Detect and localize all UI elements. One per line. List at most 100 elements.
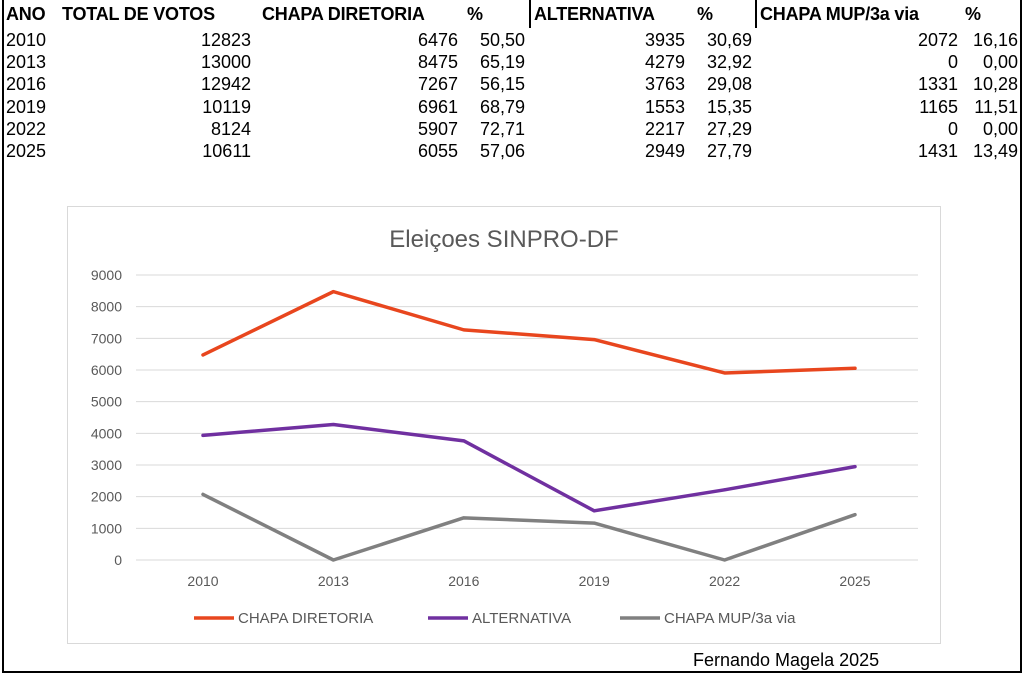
cell-mup-votes: 1331: [917, 74, 958, 95]
cell-mup-votes: 1431: [917, 141, 958, 161]
cell-total-votes: 12942: [200, 74, 251, 95]
cell-year: 2016: [6, 74, 47, 95]
cell-alternativa-pct: 32,92: [706, 52, 752, 73]
cell-mup-pct: 10,28: [972, 74, 1018, 95]
y-tick-label: 4000: [91, 425, 122, 441]
data-point: [331, 558, 335, 562]
data-point: [723, 558, 727, 562]
cell-year: 2010: [6, 30, 47, 50]
line-chart: Eleiçoes SINPRO-DF 0 1000 2000 3000 4000 5000 6…: [91, 226, 918, 627]
data-point: [462, 439, 466, 443]
column-divider: [755, 0, 757, 28]
data-point: [723, 488, 727, 492]
x-tick-label: 2016: [448, 573, 479, 589]
x-tick-label: 2010: [187, 573, 218, 589]
cell-total-votes: 12823: [200, 30, 251, 50]
x-tick-label: 2019: [579, 573, 610, 589]
data-point: [592, 338, 596, 342]
cell-total-votes: 10119: [202, 96, 251, 117]
header-pct: %: [697, 4, 713, 24]
cell-alternativa-votes: 3763: [644, 74, 685, 95]
cell-alternativa-votes: 1553: [644, 96, 685, 117]
cell-diretoria-pct: 65,19: [479, 52, 525, 73]
data-point: [723, 371, 727, 375]
data-point: [592, 521, 596, 525]
cell-mup-pct: 0,00: [982, 52, 1018, 73]
cell-diretoria-votes: 8475: [417, 52, 458, 73]
series-line-alternativa: [201, 422, 857, 513]
y-tick-label: 3000: [91, 457, 122, 473]
x-tick-label: 2013: [318, 573, 349, 589]
series-line-chapa-mup-3a-via: [201, 492, 857, 562]
legend-label: ALTERNATIVA: [472, 610, 571, 627]
cell-year: 2019: [6, 96, 47, 117]
cell-mup-pct: 11,51: [974, 96, 1018, 117]
legend-label: CHAPA MUP/3a via: [664, 610, 796, 627]
data-point: [331, 290, 335, 294]
cell-total-votes: 8124: [210, 118, 251, 139]
y-tick-label: 0: [114, 552, 122, 568]
cell-mup-votes: 1165: [919, 96, 958, 117]
y-tick-label: 5000: [91, 394, 122, 410]
cell-diretoria-votes: 6055: [417, 141, 458, 161]
cell-diretoria-votes: 6476: [417, 30, 458, 50]
cell-diretoria-pct: 72,71: [479, 118, 525, 139]
cell-mup-votes: 0: [947, 118, 958, 139]
cell-year: 2013: [6, 52, 47, 73]
cell-alternativa-votes: 4279: [644, 52, 685, 73]
cell-alternativa-pct: 15,35: [706, 96, 752, 117]
y-tick-label: 7000: [91, 330, 122, 346]
cell-mup-pct: 16,16: [972, 30, 1018, 50]
cell-mup-pct: 0,00: [982, 118, 1018, 139]
header-pct: %: [965, 4, 981, 24]
header-total: TOTAL DE VOTOS: [62, 4, 215, 24]
cell-diretoria-votes: 7267: [417, 74, 458, 95]
x-tick-label: 2022: [709, 573, 740, 589]
cell-alternativa-pct: 27,29: [706, 118, 752, 139]
cell-year: 2025: [6, 141, 47, 161]
cell-alternativa-votes: 2217: [644, 118, 685, 139]
cell-mup-votes: 2072: [917, 30, 958, 50]
header-ano: ANO: [6, 4, 46, 24]
cell-diretoria-pct: 57,06: [479, 141, 525, 161]
data-point: [853, 366, 857, 370]
data-point: [462, 516, 466, 520]
legend-label: CHAPA DIRETORIA: [238, 610, 373, 627]
y-tick-label: 8000: [91, 299, 122, 315]
cell-mup-pct: 13,49: [972, 141, 1018, 161]
y-tick-label: 2000: [91, 489, 122, 505]
cell-year: 2022: [6, 118, 47, 139]
cell-total-votes: 10611: [202, 141, 251, 161]
y-tick-label: 6000: [91, 362, 122, 378]
header-chapa-mup: CHAPA MUP/3a via: [760, 4, 919, 24]
column-divider: [529, 0, 531, 28]
data-point: [462, 328, 466, 332]
header-pct: %: [467, 4, 483, 24]
cell-diretoria-pct: 56,15: [479, 74, 525, 95]
data-point: [853, 513, 857, 517]
data-point: [853, 465, 857, 469]
y-tick-label: 1000: [91, 520, 122, 536]
cell-diretoria-pct: 68,79: [479, 96, 525, 117]
cell-mup-votes: 0: [947, 52, 958, 73]
y-tick-label: 9000: [91, 267, 122, 283]
cell-diretoria-votes: 6961: [417, 96, 458, 117]
data-point: [592, 509, 596, 513]
cell-alternativa-votes: 2949: [644, 141, 685, 161]
author-credit: Fernando Magela 2025: [693, 650, 880, 670]
data-point: [201, 433, 205, 437]
cell-diretoria-votes: 5907: [417, 118, 458, 139]
header-alternativa: ALTERNATIVA: [534, 4, 655, 24]
cell-alternativa-pct: 27,79: [706, 141, 752, 161]
cell-total-votes: 13000: [200, 52, 251, 73]
cell-alternativa-pct: 30,69: [706, 30, 752, 50]
data-point: [201, 492, 205, 496]
chart-title: Eleiçoes SINPRO-DF: [389, 226, 618, 253]
series-line-chapa-diretoria: [201, 289, 857, 375]
data-point: [201, 353, 205, 357]
data-point: [331, 422, 335, 426]
cell-diretoria-pct: 50,50: [479, 30, 525, 50]
x-tick-label: 2025: [839, 573, 870, 589]
chart-container: Eleiçoes SINPRO-DF 0 1000 2000 3000 4000 5000 6…: [67, 206, 941, 644]
